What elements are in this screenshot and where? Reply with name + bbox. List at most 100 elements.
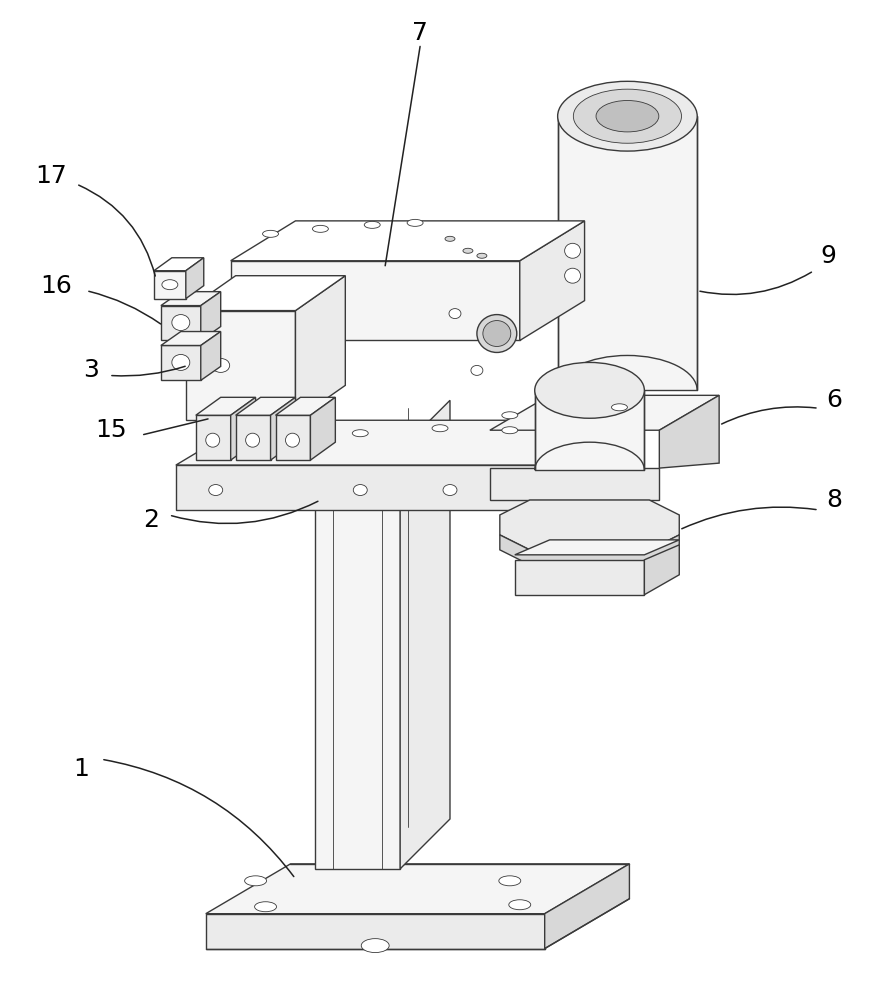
Polygon shape <box>400 400 450 869</box>
Polygon shape <box>644 545 679 595</box>
Ellipse shape <box>432 425 448 432</box>
Polygon shape <box>221 909 530 939</box>
Polygon shape <box>535 390 644 470</box>
Polygon shape <box>231 261 520 340</box>
FancyArrowPatch shape <box>722 407 816 424</box>
Text: 6: 6 <box>826 388 842 412</box>
Polygon shape <box>236 415 271 460</box>
Ellipse shape <box>564 243 580 258</box>
Text: 3: 3 <box>83 358 99 382</box>
Ellipse shape <box>477 315 517 352</box>
Ellipse shape <box>162 280 178 290</box>
Ellipse shape <box>203 452 219 459</box>
Polygon shape <box>201 292 221 340</box>
FancyArrowPatch shape <box>143 419 208 435</box>
Polygon shape <box>276 397 336 415</box>
Text: 16: 16 <box>40 274 72 298</box>
Polygon shape <box>154 258 204 271</box>
Polygon shape <box>545 864 629 949</box>
Ellipse shape <box>573 89 682 143</box>
Ellipse shape <box>535 362 644 418</box>
Polygon shape <box>236 397 295 415</box>
Polygon shape <box>161 306 201 340</box>
Ellipse shape <box>471 365 483 375</box>
Ellipse shape <box>246 433 260 447</box>
Text: 2: 2 <box>143 508 159 532</box>
Polygon shape <box>196 397 255 415</box>
Ellipse shape <box>263 230 279 237</box>
Polygon shape <box>311 397 336 460</box>
Text: 8: 8 <box>826 488 842 512</box>
Ellipse shape <box>502 427 518 434</box>
Ellipse shape <box>445 236 455 241</box>
Polygon shape <box>500 535 679 565</box>
Ellipse shape <box>172 354 190 370</box>
FancyArrowPatch shape <box>172 501 318 524</box>
Polygon shape <box>161 292 221 306</box>
Polygon shape <box>490 468 659 500</box>
FancyArrowPatch shape <box>112 366 185 376</box>
Polygon shape <box>295 276 345 420</box>
Polygon shape <box>161 332 221 345</box>
FancyArrowPatch shape <box>89 291 160 324</box>
Polygon shape <box>206 914 545 949</box>
Polygon shape <box>520 221 585 340</box>
Polygon shape <box>161 345 201 380</box>
Polygon shape <box>231 221 585 261</box>
Polygon shape <box>276 415 311 460</box>
Polygon shape <box>231 397 255 460</box>
Ellipse shape <box>272 437 288 444</box>
Text: 17: 17 <box>36 164 67 188</box>
Ellipse shape <box>245 876 267 886</box>
Ellipse shape <box>255 902 277 912</box>
Polygon shape <box>176 420 639 465</box>
Ellipse shape <box>361 939 389 953</box>
Text: 1: 1 <box>73 757 89 781</box>
Polygon shape <box>564 420 639 510</box>
Polygon shape <box>186 311 295 420</box>
Polygon shape <box>186 276 345 311</box>
Ellipse shape <box>498 876 521 886</box>
Polygon shape <box>500 500 679 550</box>
Polygon shape <box>490 395 719 430</box>
Text: 15: 15 <box>95 418 127 442</box>
Polygon shape <box>558 116 697 390</box>
Polygon shape <box>514 560 644 595</box>
Ellipse shape <box>477 253 487 258</box>
Ellipse shape <box>443 485 457 496</box>
Ellipse shape <box>558 81 697 151</box>
Ellipse shape <box>286 433 299 447</box>
Polygon shape <box>196 415 231 460</box>
Polygon shape <box>176 465 564 510</box>
Ellipse shape <box>364 221 380 228</box>
Ellipse shape <box>463 248 473 253</box>
FancyArrowPatch shape <box>78 185 155 276</box>
Ellipse shape <box>483 321 511 346</box>
Ellipse shape <box>611 404 627 411</box>
Ellipse shape <box>407 219 423 226</box>
Ellipse shape <box>596 101 659 132</box>
Polygon shape <box>271 397 295 460</box>
Text: 9: 9 <box>821 244 837 268</box>
Ellipse shape <box>209 485 222 496</box>
Ellipse shape <box>312 225 328 232</box>
Text: 7: 7 <box>412 21 428 45</box>
FancyArrowPatch shape <box>682 507 816 529</box>
Ellipse shape <box>212 358 230 372</box>
Polygon shape <box>186 258 204 299</box>
Ellipse shape <box>206 433 220 447</box>
FancyArrowPatch shape <box>700 272 812 294</box>
Ellipse shape <box>353 485 368 496</box>
Polygon shape <box>201 332 221 380</box>
Ellipse shape <box>502 412 518 419</box>
Polygon shape <box>659 395 719 468</box>
Ellipse shape <box>449 309 461 319</box>
Polygon shape <box>315 450 400 869</box>
Ellipse shape <box>564 268 580 283</box>
FancyArrowPatch shape <box>104 760 294 877</box>
Polygon shape <box>154 271 186 299</box>
Polygon shape <box>206 864 629 914</box>
Ellipse shape <box>172 315 190 331</box>
Ellipse shape <box>509 900 530 910</box>
Ellipse shape <box>352 430 368 437</box>
